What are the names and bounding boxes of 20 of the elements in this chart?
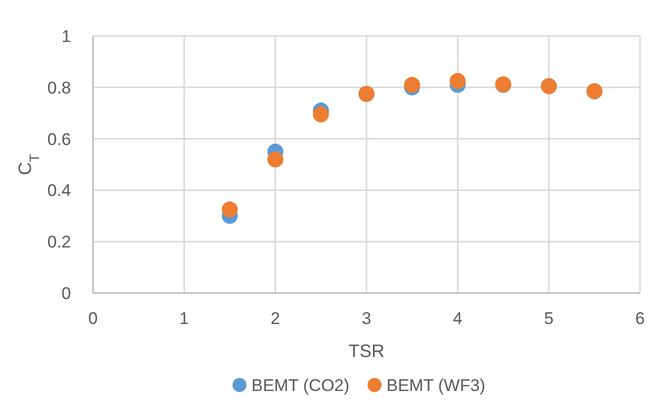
- legend-label: BEMT (CO2): [252, 376, 350, 395]
- point: [267, 151, 284, 168]
- y-tick-label: 0.6: [47, 130, 71, 149]
- x-tick-label: 4: [452, 309, 462, 328]
- y-tick-label: 0: [62, 284, 71, 303]
- x-tick-label: 6: [635, 309, 645, 328]
- point: [450, 73, 466, 89]
- y-tick-label: 0.4: [47, 181, 71, 200]
- x-tick-label: 1: [179, 309, 189, 328]
- x-axis-title: TSR: [348, 341, 384, 361]
- x-tick-label: 2: [270, 309, 280, 328]
- x-tick-label: 0: [88, 309, 98, 328]
- x-tick-label: 5: [544, 309, 554, 328]
- point: [312, 106, 329, 122]
- y-tick-label: 0.2: [47, 232, 71, 252]
- point: [222, 202, 238, 218]
- y-tick-label: 1: [62, 27, 71, 46]
- legend-label: BEMT (WF3): [386, 376, 486, 395]
- y-tick-label: 0.8: [47, 78, 71, 98]
- x-tick-label: 3: [362, 309, 372, 328]
